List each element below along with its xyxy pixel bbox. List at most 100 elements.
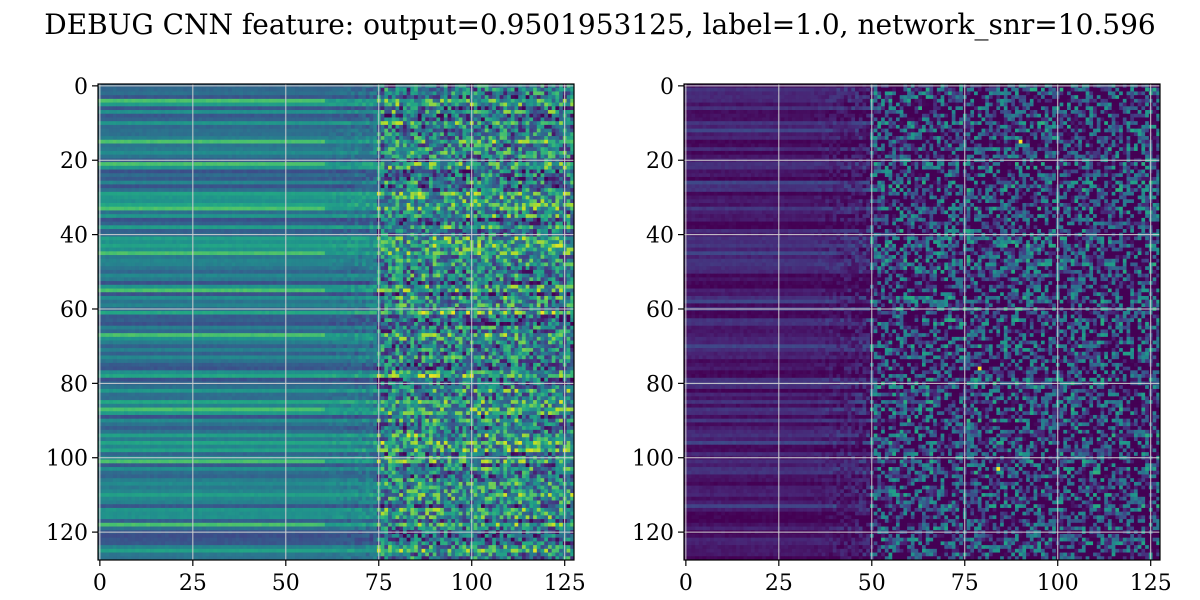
heatmap-cell: [217, 110, 221, 114]
heatmap-cell: [206, 121, 210, 125]
heatmap-cell: [135, 121, 139, 125]
heatmap-cell: [477, 110, 481, 114]
heatmap-cell: [533, 132, 537, 136]
heatmap-cell: [303, 106, 307, 110]
heatmap-cell: [254, 103, 258, 107]
heatmap-cell: [533, 144, 537, 148]
heatmap-cell: [422, 88, 426, 92]
heatmap-cell: [135, 99, 139, 103]
heatmap-cell: [299, 103, 303, 107]
heatmap-cell: [403, 99, 407, 103]
heatmap-cell: [102, 121, 106, 125]
heatmap-cell: [448, 147, 452, 151]
heatmap-cell: [448, 114, 452, 118]
heatmap-cell: [488, 140, 492, 144]
heatmap-cell: [429, 91, 433, 95]
heatmap-cell: [329, 151, 333, 155]
heatmap-cell: [210, 110, 214, 114]
heatmap-cell: [247, 106, 251, 110]
heatmap-cell: [280, 136, 284, 140]
heatmap-cell: [161, 103, 165, 107]
heatmap-cell: [567, 95, 571, 99]
heatmap-cell: [511, 99, 515, 103]
heatmap-cell: [303, 103, 307, 107]
heatmap-cell: [131, 99, 135, 103]
heatmap-cell: [555, 117, 559, 121]
heatmap-cell: [444, 140, 448, 144]
heatmap-cell: [184, 114, 188, 118]
heatmap-cell: [206, 140, 210, 144]
heatmap-cell: [303, 144, 307, 148]
heatmap-cell: [254, 147, 258, 151]
heatmap-cell: [410, 121, 414, 125]
heatmap-cell: [414, 132, 418, 136]
heatmap-cell: [239, 121, 243, 125]
heatmap-cell: [146, 95, 150, 99]
heatmap-cell: [448, 91, 452, 95]
heatmap-cell: [477, 103, 481, 107]
heatmap-cell: [247, 99, 251, 103]
heatmap-cell: [128, 136, 132, 140]
heatmap-cell: [213, 151, 217, 155]
heatmap-cell: [265, 103, 269, 107]
heatmap-cell: [485, 147, 489, 151]
heatmap-cell: [224, 132, 228, 136]
heatmap-cell: [321, 103, 325, 107]
heatmap-cell: [358, 151, 362, 155]
heatmap-cell: [485, 110, 489, 114]
heatmap-cell: [165, 132, 169, 136]
heatmap-cell: [161, 151, 165, 155]
heatmap-cell: [541, 144, 545, 148]
heatmap-cell: [243, 136, 247, 140]
heatmap-cell: [165, 136, 169, 140]
heatmap-cell: [295, 114, 299, 118]
heatmap-cell: [232, 140, 236, 144]
heatmap-cell: [258, 103, 262, 107]
heatmap-cell: [340, 136, 344, 140]
heatmap-cell: [511, 121, 515, 125]
heatmap-cell: [247, 110, 251, 114]
heatmap-cell: [291, 91, 295, 95]
heatmap-cell: [291, 147, 295, 151]
heatmap-cell: [303, 136, 307, 140]
heatmap-cell: [559, 129, 563, 133]
heatmap-cell: [198, 132, 202, 136]
heatmap-cell: [399, 151, 403, 155]
heatmap-cell: [429, 117, 433, 121]
heatmap-cell: [399, 114, 403, 118]
heatmap-cell: [366, 151, 370, 155]
heatmap-cell: [221, 106, 225, 110]
heatmap-cell: [295, 125, 299, 129]
heatmap-cell: [388, 151, 392, 155]
heatmap-cell: [358, 103, 362, 107]
heatmap-cell: [455, 129, 459, 133]
heatmap-cell: [150, 88, 154, 92]
heatmap-cell: [247, 95, 251, 99]
heatmap-cell: [262, 129, 266, 133]
heatmap-cell: [496, 103, 500, 107]
heatmap-cell: [258, 136, 262, 140]
heatmap-cell: [165, 117, 169, 121]
heatmap-cell: [552, 121, 556, 125]
heatmap-cell: [325, 99, 329, 103]
heatmap-cell: [247, 151, 251, 155]
heatmap-cell: [462, 91, 466, 95]
heatmap-cell: [187, 129, 191, 133]
heatmap-cell: [396, 136, 400, 140]
heatmap-cell: [496, 121, 500, 125]
heatmap-cell: [436, 110, 440, 114]
heatmap-cell: [158, 125, 162, 129]
heatmap-cell: [522, 125, 526, 129]
heatmap-cell: [317, 110, 321, 114]
heatmap-cell: [143, 88, 147, 92]
heatmap-cell: [507, 117, 511, 121]
heatmap-cell: [265, 110, 269, 114]
heatmap-cell: [198, 117, 202, 121]
heatmap-cell: [295, 129, 299, 133]
heatmap-cell: [105, 110, 109, 114]
heatmap-cell: [518, 106, 522, 110]
heatmap-cell: [228, 103, 232, 107]
heatmap-cell: [306, 99, 310, 103]
heatmap-cell: [552, 106, 556, 110]
